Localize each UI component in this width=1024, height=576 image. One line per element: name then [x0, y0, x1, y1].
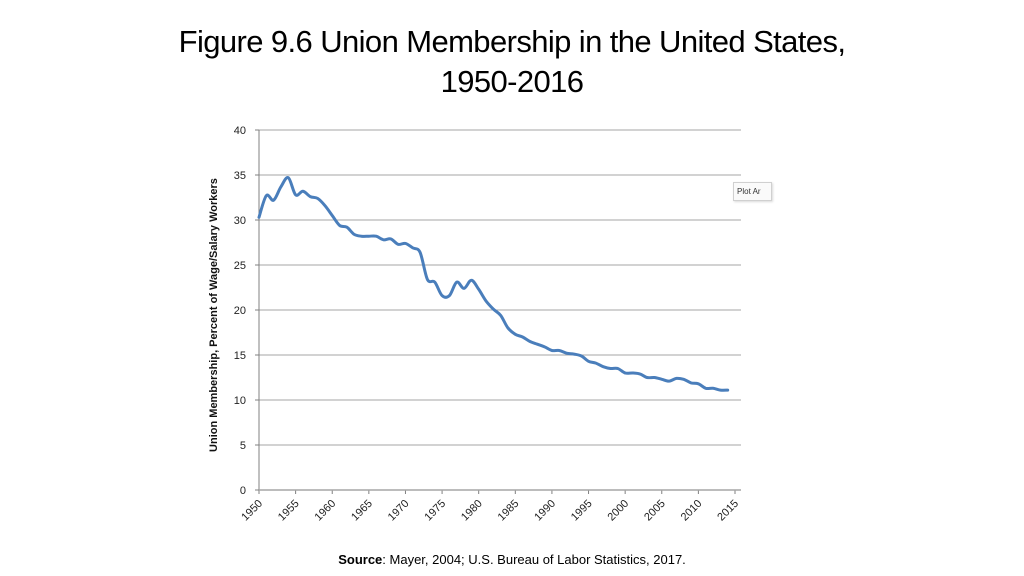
x-tick-label: 1970: [386, 498, 412, 524]
y-tick-label: 0: [240, 485, 246, 497]
union-membership-line[interactable]: [257, 176, 730, 392]
source-text: : Mayer, 2004; U.S. Bureau of Labor Stat…: [382, 552, 686, 567]
x-tick-label: 1995: [569, 498, 595, 524]
x-tick-label: 2015: [715, 498, 741, 524]
y-tick-label: 30: [234, 215, 246, 227]
x-tick-label: 2005: [642, 498, 668, 524]
x-tick-label: 2000: [605, 498, 631, 524]
right-whitespace: [762, 170, 1024, 210]
y-tick-label: 15: [234, 350, 246, 362]
source-caption: Source: Mayer, 2004; U.S. Bureau of Labo…: [0, 552, 1024, 567]
x-tick-label: 1965: [349, 498, 375, 524]
x-tick-label: 1975: [422, 498, 448, 524]
x-tick-label: 1980: [459, 498, 485, 524]
x-tick-label: 1990: [532, 498, 558, 524]
y-tick-label: 20: [234, 305, 246, 317]
x-tick-label: 2010: [679, 498, 705, 524]
chart-gridlines: [259, 129, 741, 446]
x-axis-ticks: 1950 1955 1960 1965 1970 1975 1980 1985 1990 1995…: [239, 490, 741, 523]
source-label: Source: [338, 552, 383, 567]
x-tick-label: 1985: [496, 498, 522, 524]
x-tick-label: 1950: [239, 498, 265, 524]
title-line-2: 1950-2016: [440, 64, 584, 99]
plot-area-tooltip: Plot Ar: [733, 182, 772, 201]
y-tick-label: 35: [234, 170, 246, 182]
title-line-1: Figure 9.6 Union Membership in the Unite…: [178, 24, 846, 59]
y-tick-label: 10: [234, 395, 246, 407]
y-axis-ticks: 0 5 10 15 20 25 30 35 40: [234, 125, 259, 497]
y-tick-label: 40: [234, 125, 246, 137]
x-tick-label: 1955: [276, 498, 302, 524]
y-tick-label: 5: [240, 440, 246, 452]
y-axis-label: Union Membership, Percent of Wage/Salary…: [208, 178, 220, 452]
y-tick-label: 25: [234, 260, 246, 272]
x-tick-label: 1960: [313, 498, 339, 524]
slide-title: Figure 9.6 Union Membership in the Unite…: [0, 22, 1024, 102]
